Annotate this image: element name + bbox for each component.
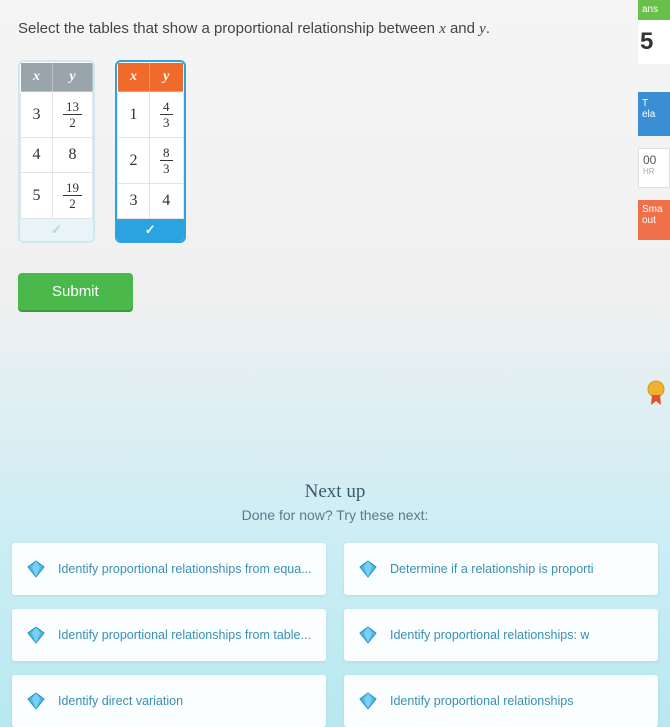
question-var-x: x bbox=[439, 21, 446, 37]
sidebar: ans 5 T ela 00 HR Sma out bbox=[638, 0, 670, 420]
question-mid: and bbox=[446, 20, 479, 37]
check-icon: ✓ bbox=[51, 222, 62, 238]
next-up-grid: Identify proportional relationships from… bbox=[12, 543, 658, 727]
table2-r2-y: 83 bbox=[150, 138, 184, 184]
gem-icon bbox=[358, 559, 378, 579]
answered-badge: ans bbox=[638, 0, 670, 20]
next-card-2[interactable]: Determine if a relationship is proporti bbox=[344, 543, 658, 595]
next-card-label: Identify proportional relationships: w bbox=[390, 628, 589, 642]
table2-r3-x: 3 bbox=[118, 184, 150, 219]
data-table-2: x y 1 43 2 83 3 4 bbox=[117, 62, 184, 219]
submit-button[interactable]: Submit bbox=[18, 273, 133, 310]
score-value: 5 bbox=[638, 20, 670, 64]
table2-header-x: x bbox=[118, 63, 150, 92]
time-elapsed-badge: T ela bbox=[638, 92, 670, 136]
next-up-section: Next up Done for now? Try these next: Id… bbox=[0, 463, 670, 727]
table2-r1-y: 43 bbox=[150, 92, 184, 138]
check-icon: ✓ bbox=[145, 222, 156, 238]
table2-header-y: y bbox=[150, 63, 184, 92]
next-card-1[interactable]: Identify proportional relationships from… bbox=[12, 543, 326, 595]
gem-icon bbox=[26, 559, 46, 579]
table2-r1-x: 1 bbox=[118, 92, 150, 138]
table-option-2[interactable]: x y 1 43 2 83 3 4 ✓ bbox=[115, 60, 186, 243]
gem-icon bbox=[358, 691, 378, 711]
table1-header-y: y bbox=[53, 63, 93, 92]
ribbon-icon bbox=[646, 380, 666, 406]
smartscore-badge: Sma out bbox=[638, 200, 670, 240]
next-card-label: Identify proportional relationships from… bbox=[58, 628, 311, 642]
question-suffix: . bbox=[486, 20, 490, 37]
timer-display: 00 HR bbox=[638, 148, 670, 188]
next-up-subtitle: Done for now? Try these next: bbox=[12, 507, 658, 523]
question-var-y: y bbox=[479, 21, 486, 37]
next-card-6[interactable]: Identify proportional relationships bbox=[344, 675, 658, 727]
table1-r2-x: 4 bbox=[21, 138, 53, 173]
table1-r2-y: 8 bbox=[53, 138, 93, 173]
next-card-5[interactable]: Identify direct variation bbox=[12, 675, 326, 727]
next-card-4[interactable]: Identify proportional relationships: w bbox=[344, 609, 658, 661]
table2-r2-x: 2 bbox=[118, 138, 150, 184]
table2-r3-y: 4 bbox=[150, 184, 184, 219]
table1-r1-x: 3 bbox=[21, 92, 53, 138]
gem-icon bbox=[26, 691, 46, 711]
next-card-label: Determine if a relationship is proporti bbox=[390, 562, 594, 576]
table1-r3-y: 192 bbox=[53, 173, 93, 219]
tables-row: x y 3 132 4 8 5 192 ✓ bbox=[18, 60, 652, 243]
table-option-1[interactable]: x y 3 132 4 8 5 192 ✓ bbox=[18, 60, 95, 243]
table1-r3-x: 5 bbox=[21, 173, 53, 219]
next-card-3[interactable]: Identify proportional relationships from… bbox=[12, 609, 326, 661]
table1-header-x: x bbox=[21, 63, 53, 92]
next-card-label: Identify proportional relationships from… bbox=[58, 562, 312, 576]
table1-check-bar: ✓ bbox=[20, 219, 93, 241]
next-card-label: Identify proportional relationships bbox=[390, 694, 573, 708]
table1-r1-y: 132 bbox=[53, 92, 93, 138]
data-table-1: x y 3 132 4 8 5 192 bbox=[20, 62, 93, 219]
gem-icon bbox=[26, 625, 46, 645]
next-up-title: Next up bbox=[12, 481, 658, 503]
question-prefix: Select the tables that show a proportion… bbox=[18, 20, 439, 37]
table2-check-bar: ✓ bbox=[117, 219, 184, 241]
next-card-label: Identify direct variation bbox=[58, 694, 183, 708]
question-text: Select the tables that show a proportion… bbox=[18, 20, 652, 38]
gem-icon bbox=[358, 625, 378, 645]
